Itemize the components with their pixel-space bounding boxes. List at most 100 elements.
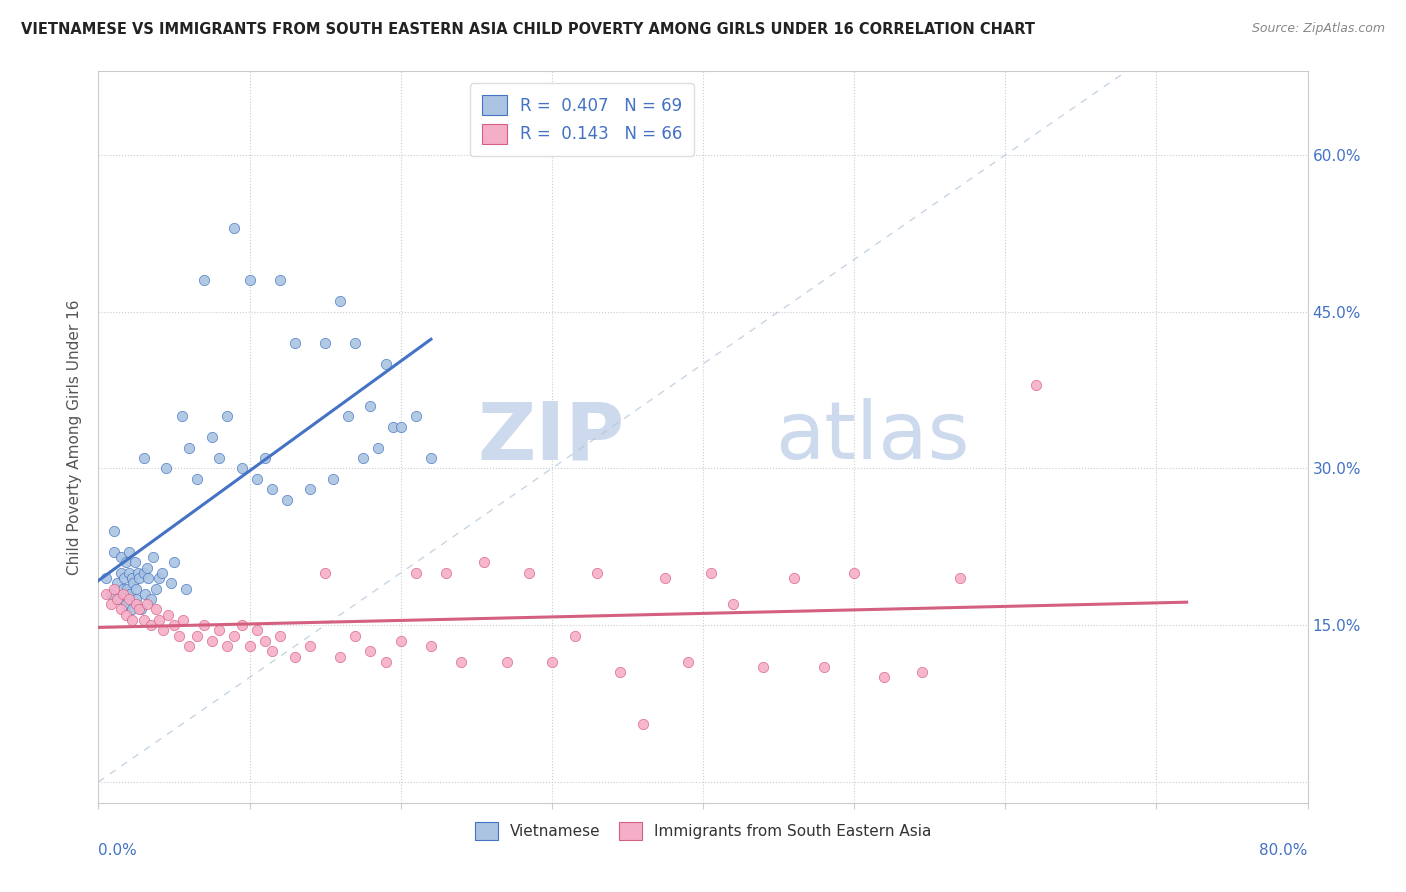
Point	[124, 556, 146, 570]
Point	[174, 582, 197, 596]
Point	[224, 629, 246, 643]
Point	[873, 670, 896, 684]
Point	[100, 587, 122, 601]
Point	[276, 492, 298, 507]
Point	[844, 566, 866, 580]
Point	[299, 483, 322, 497]
Point	[141, 618, 163, 632]
Point	[269, 629, 291, 643]
Point	[121, 602, 143, 616]
Text: ZIP: ZIP	[477, 398, 624, 476]
Point	[269, 273, 291, 287]
Point	[344, 336, 367, 351]
Point	[110, 602, 132, 616]
Point	[405, 566, 427, 580]
Point	[107, 592, 129, 607]
Point	[699, 566, 721, 580]
Point	[472, 556, 495, 570]
Point	[103, 545, 125, 559]
Point	[329, 294, 352, 309]
Point	[142, 550, 165, 565]
Point	[783, 571, 806, 585]
Point	[367, 441, 389, 455]
Point	[231, 461, 253, 475]
Point	[1024, 377, 1046, 392]
Point	[231, 618, 253, 632]
Point	[170, 409, 193, 424]
Point	[118, 592, 141, 607]
Point	[105, 592, 128, 607]
Point	[374, 655, 396, 669]
Point	[150, 566, 173, 580]
Point	[374, 357, 396, 371]
Point	[329, 649, 352, 664]
Point	[103, 524, 125, 538]
Point	[420, 450, 443, 465]
Point	[314, 336, 336, 351]
Point	[723, 597, 745, 611]
Point	[100, 597, 122, 611]
Point	[148, 613, 170, 627]
Point	[752, 660, 775, 674]
Point	[352, 450, 374, 465]
Point	[360, 644, 382, 658]
Point	[284, 649, 307, 664]
Point	[125, 597, 148, 611]
Point	[224, 221, 246, 235]
Point	[911, 665, 934, 680]
Point	[246, 624, 269, 638]
Point	[112, 571, 135, 585]
Text: Source: ZipAtlas.com: Source: ZipAtlas.com	[1251, 22, 1385, 36]
Point	[517, 566, 540, 580]
Text: atlas: atlas	[776, 398, 970, 476]
Point	[239, 273, 262, 287]
Point	[813, 660, 835, 674]
Point	[239, 639, 262, 653]
Point	[125, 582, 148, 596]
Text: VIETNAMESE VS IMMIGRANTS FROM SOUTH EASTERN ASIA CHILD POVERTY AMONG GIRLS UNDER: VIETNAMESE VS IMMIGRANTS FROM SOUTH EAST…	[21, 22, 1035, 37]
Point	[114, 607, 136, 622]
Point	[111, 582, 134, 596]
Point	[134, 587, 156, 601]
Point	[122, 576, 145, 591]
Point	[262, 644, 284, 658]
Point	[120, 587, 142, 601]
Point	[208, 624, 231, 638]
Point	[179, 639, 201, 653]
Point	[135, 597, 157, 611]
Point	[125, 592, 148, 607]
Point	[118, 566, 141, 580]
Point	[127, 566, 149, 580]
Point	[215, 409, 238, 424]
Point	[121, 613, 143, 627]
Text: 0.0%: 0.0%	[98, 843, 138, 858]
Point	[564, 629, 586, 643]
Point	[105, 576, 128, 591]
Point	[163, 618, 186, 632]
Point	[111, 587, 134, 601]
Point	[115, 582, 138, 596]
Point	[586, 566, 609, 580]
Point	[253, 633, 276, 648]
Point	[405, 409, 427, 424]
Point	[94, 571, 117, 585]
Point	[94, 587, 117, 601]
Point	[118, 545, 141, 559]
Point	[193, 273, 215, 287]
Point	[246, 472, 269, 486]
Point	[450, 655, 472, 669]
Point	[314, 566, 336, 580]
Point	[193, 618, 215, 632]
Point	[201, 430, 224, 444]
Point	[299, 639, 322, 653]
Point	[284, 336, 307, 351]
Point	[495, 655, 517, 669]
Point	[167, 629, 190, 643]
Point	[253, 450, 276, 465]
Text: 80.0%: 80.0%	[1260, 843, 1308, 858]
Point	[128, 571, 150, 585]
Point	[145, 602, 167, 616]
Point	[434, 566, 457, 580]
Point	[136, 571, 159, 585]
Point	[114, 597, 136, 611]
